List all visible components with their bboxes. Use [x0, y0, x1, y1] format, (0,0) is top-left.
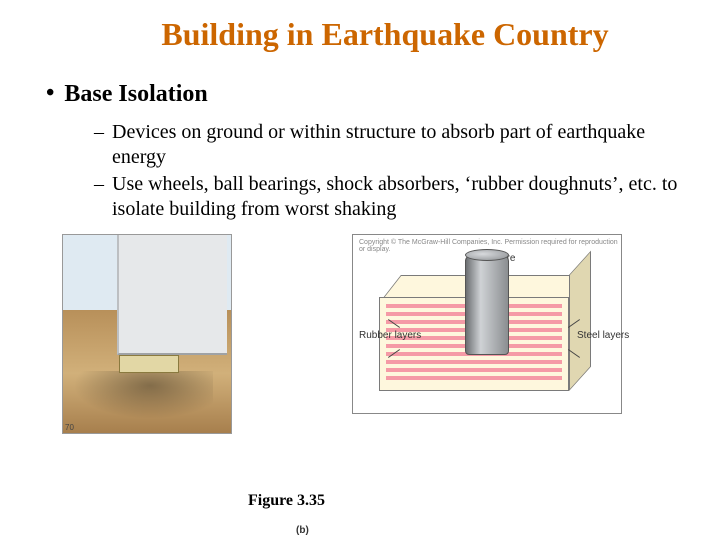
label-steel-layers: Steel layers	[577, 331, 615, 342]
bullet-dash: –	[94, 172, 104, 197]
photo-shadow	[73, 371, 213, 419]
block-right-face	[569, 251, 591, 391]
figure-caption: Figure 3.35	[248, 492, 325, 510]
lead-core-cylinder	[465, 255, 509, 355]
label-rubber-layers: Rubber layers	[359, 331, 401, 342]
sub-bullet-1: Devices on ground or within structure to…	[112, 120, 680, 170]
lead-core-top	[465, 249, 509, 261]
slide-title: Building in Earthquake Country	[90, 16, 680, 53]
bullet-dot: •	[46, 81, 54, 105]
bullet-level-1: • Base Isolation	[46, 81, 680, 108]
photo-caption: 70	[65, 423, 74, 432]
panel-label: (b)	[296, 525, 309, 536]
photo-base-isolator: 70	[62, 234, 232, 434]
bullet-dash: –	[94, 120, 104, 145]
diagram-isolator: Copyright © The McGraw-Hill Companies, I…	[352, 234, 622, 414]
bullet-level-2: – Devices on ground or within structure …	[94, 120, 680, 170]
photo-pad	[119, 355, 179, 373]
figure-row: 70 Copyright © The McGraw-Hill Companies…	[62, 234, 680, 434]
bullet-level-2: – Use wheels, ball bearings, shock absor…	[94, 172, 680, 222]
label-steel-text: Steel layers	[577, 330, 629, 341]
photo-pillar	[117, 235, 227, 355]
bullet-1-text: Base Isolation	[64, 81, 207, 108]
sub-bullet-2: Use wheels, ball bearings, shock absorbe…	[112, 172, 680, 222]
label-rubber-text: Rubber layers	[359, 330, 421, 341]
